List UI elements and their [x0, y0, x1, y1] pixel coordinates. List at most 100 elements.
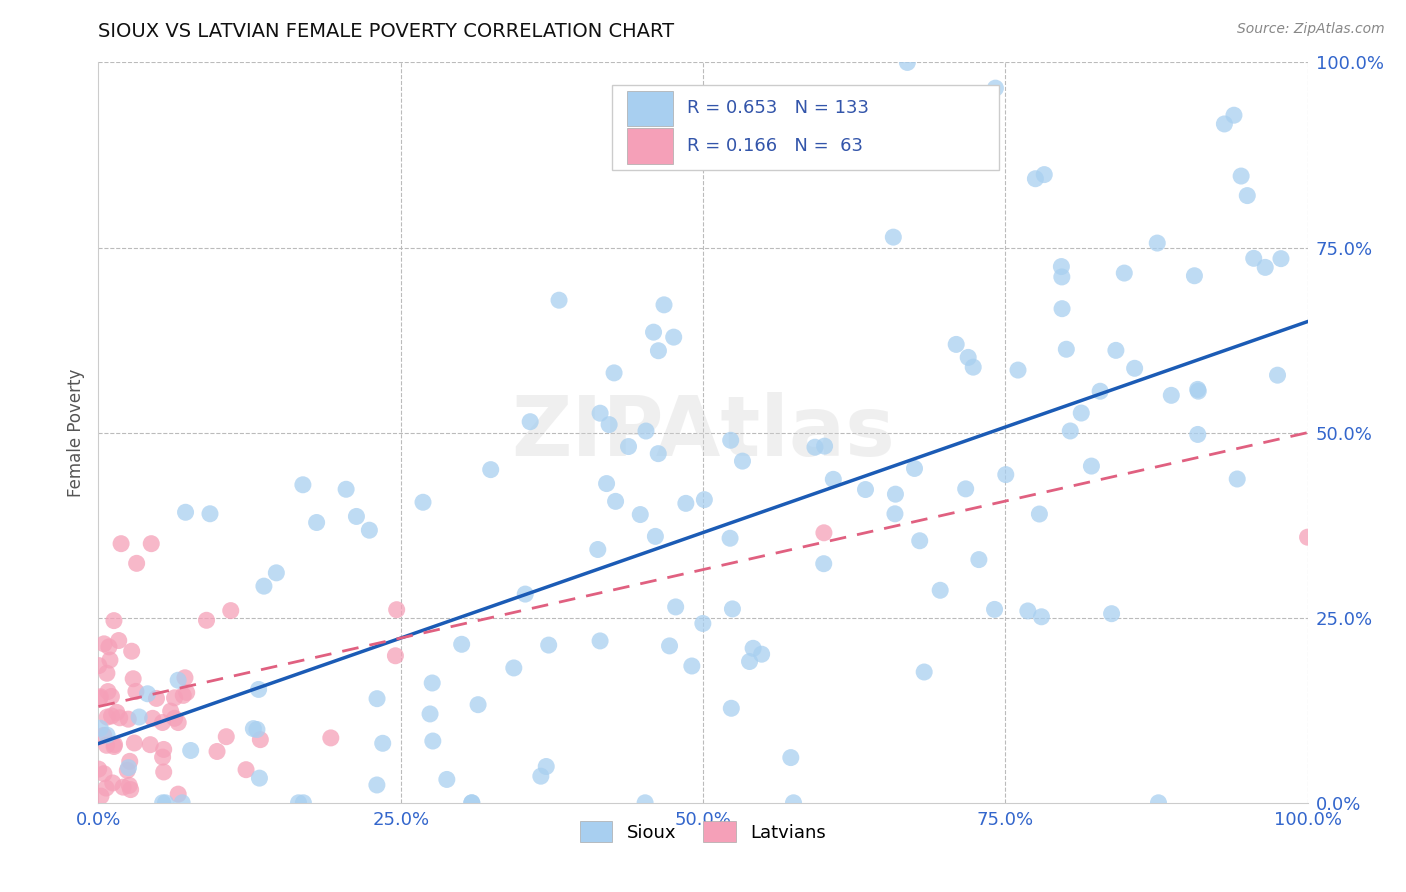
- Point: [967, 552, 990, 566]
- Point: [107, 633, 129, 648]
- Point: [1236, 188, 1258, 202]
- Point: [122, 672, 145, 686]
- Point: [118, 778, 141, 792]
- FancyBboxPatch shape: [613, 85, 1000, 169]
- Point: [105, 706, 128, 720]
- Point: [1088, 384, 1111, 399]
- Point: [502, 661, 524, 675]
- Point: [779, 750, 801, 764]
- Point: [1050, 301, 1073, 316]
- Point: [141, 536, 163, 550]
- Point: [419, 706, 441, 721]
- Point: [1059, 424, 1081, 438]
- Point: [90, 789, 112, 804]
- Point: [1031, 609, 1053, 624]
- Point: [176, 685, 198, 699]
- Point: [1101, 607, 1123, 621]
- Point: [359, 523, 381, 537]
- Point: [266, 566, 288, 580]
- Point: [103, 739, 125, 754]
- Point: [112, 780, 135, 794]
- Point: [136, 687, 159, 701]
- Point: [180, 743, 202, 757]
- Point: [896, 55, 918, 70]
- Point: [163, 711, 186, 725]
- Point: [589, 634, 612, 648]
- Point: [139, 738, 162, 752]
- Point: [371, 736, 394, 750]
- Point: [87, 762, 110, 776]
- Point: [152, 742, 174, 756]
- Point: [422, 734, 444, 748]
- Point: [1187, 427, 1209, 442]
- Point: [94, 780, 117, 795]
- Point: [957, 351, 980, 365]
- Point: [884, 507, 907, 521]
- Point: [96, 710, 118, 724]
- Point: [246, 723, 269, 737]
- Point: [548, 293, 571, 308]
- Point: [515, 587, 537, 601]
- Point: [1243, 252, 1265, 266]
- Point: [1254, 260, 1277, 275]
- Point: [644, 529, 666, 543]
- Point: [1213, 117, 1236, 131]
- Point: [903, 461, 925, 475]
- Point: [97, 640, 120, 654]
- Point: [1187, 383, 1209, 397]
- Point: [152, 750, 174, 764]
- FancyBboxPatch shape: [627, 91, 672, 127]
- Point: [617, 440, 640, 454]
- Point: [1024, 171, 1046, 186]
- Point: [643, 325, 665, 339]
- Point: [128, 710, 150, 724]
- Point: [603, 366, 626, 380]
- Point: [96, 728, 118, 742]
- Point: [100, 690, 122, 704]
- Text: R = 0.653   N = 133: R = 0.653 N = 133: [688, 100, 869, 118]
- Point: [96, 739, 118, 753]
- Point: [96, 666, 118, 681]
- Point: [1050, 269, 1073, 284]
- Point: [929, 583, 952, 598]
- Point: [804, 440, 827, 454]
- Point: [1028, 507, 1050, 521]
- Point: [89, 721, 111, 735]
- Text: Source: ZipAtlas.com: Source: ZipAtlas.com: [1237, 22, 1385, 37]
- Point: [751, 647, 773, 661]
- Point: [93, 637, 115, 651]
- Point: [647, 447, 669, 461]
- Point: [242, 722, 264, 736]
- Point: [882, 230, 904, 244]
- Point: [291, 477, 314, 491]
- Point: [110, 536, 132, 550]
- Point: [152, 764, 174, 779]
- Point: [731, 454, 754, 468]
- Point: [1080, 459, 1102, 474]
- Point: [174, 671, 197, 685]
- Text: ZIPAtlas: ZIPAtlas: [510, 392, 896, 473]
- Text: R = 0.166   N =  63: R = 0.166 N = 63: [688, 137, 863, 155]
- Point: [652, 298, 675, 312]
- Point: [1017, 604, 1039, 618]
- Point: [1184, 268, 1206, 283]
- Point: [89, 691, 111, 706]
- Point: [97, 684, 120, 698]
- Point: [467, 698, 489, 712]
- Point: [634, 796, 657, 810]
- Point: [124, 736, 146, 750]
- Point: [461, 796, 484, 810]
- Point: [1033, 168, 1056, 182]
- Point: [167, 787, 190, 801]
- Point: [172, 689, 194, 703]
- Point: [530, 769, 553, 783]
- Point: [1187, 384, 1209, 399]
- Point: [420, 676, 443, 690]
- Point: [89, 690, 111, 704]
- Point: [87, 658, 110, 673]
- Point: [1160, 388, 1182, 402]
- Point: [117, 761, 139, 775]
- Point: [142, 711, 165, 725]
- Point: [335, 483, 357, 497]
- Point: [945, 337, 967, 351]
